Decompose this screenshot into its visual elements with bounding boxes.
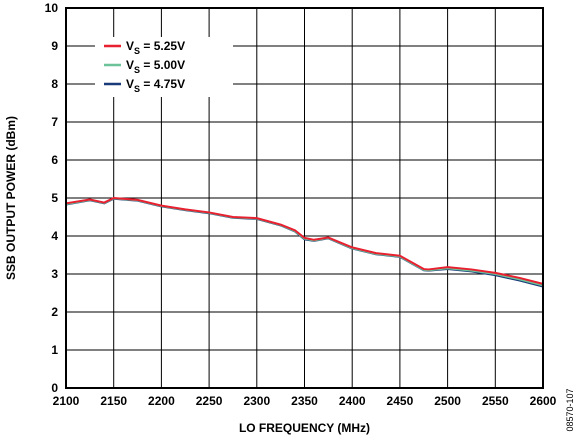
x-tick-label: 2250 (196, 394, 223, 408)
y-tick-label: 4 (51, 229, 58, 243)
x-tick-label: 2400 (339, 394, 366, 408)
legend-label-main: V (126, 77, 134, 91)
x-tick-label: 2500 (434, 394, 461, 408)
legend-label-3: VS = 4.75V (126, 77, 185, 94)
x-axis-title: LO FREQUENCY (MHz) (239, 421, 370, 435)
legend-label-1: VS = 5.25V (126, 39, 185, 56)
figure-id: 08570-107 (565, 388, 575, 431)
y-axis-title: SSB OUTPUT POWER (dBm) (4, 116, 18, 280)
x-tick-label: 2100 (53, 394, 80, 408)
y-tick-label: 2 (51, 305, 58, 319)
y-tick-label: 10 (45, 1, 59, 15)
y-tick-label: 3 (51, 267, 58, 281)
legend-label-rest: = 5.25V (140, 39, 185, 53)
x-tick-label: 2200 (148, 394, 175, 408)
legend-label-rest: = 5.00V (140, 58, 185, 72)
legend-label-main: V (126, 39, 134, 53)
legend-label-subscript: S (134, 84, 140, 94)
y-tick-label: 6 (51, 153, 58, 167)
plot-frame (65, 7, 544, 389)
axis-tick-labels: 2100 2150 2200 2250 2300 2350 2400 2450 2500 2550… (45, 1, 557, 408)
x-tick-label: 2600 (530, 394, 557, 408)
y-tick-label: 9 (51, 39, 58, 53)
series-line-1 (65, 197, 544, 285)
x-tick-label: 2350 (291, 394, 318, 408)
series-lines (65, 197, 544, 288)
legend-label-rest: = 4.75V (140, 77, 185, 91)
legend-label-2: VS = 5.00V (126, 58, 185, 75)
x-tick-label: 2300 (243, 394, 270, 408)
y-tick-label: 1 (51, 343, 58, 357)
x-tick-label: 2450 (387, 394, 414, 408)
x-tick-label: 2550 (482, 394, 509, 408)
legend-label-subscript: S (134, 65, 140, 75)
x-tick-label: 2150 (100, 394, 127, 408)
y-tick-label: 0 (51, 381, 58, 395)
legend-label-subscript: S (134, 46, 140, 56)
legend-label-main: V (126, 58, 134, 72)
y-tick-label: 7 (51, 115, 58, 129)
y-tick-label: 5 (51, 191, 58, 205)
y-tick-label: 8 (51, 77, 58, 91)
